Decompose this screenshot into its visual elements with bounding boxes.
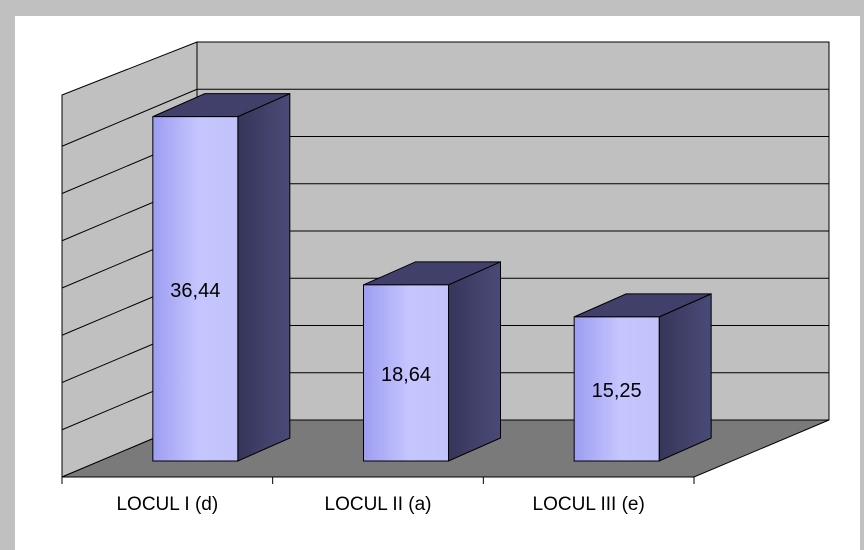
bar-side-face bbox=[448, 261, 501, 462]
gridline-side bbox=[61, 88, 198, 147]
bar-front-face bbox=[152, 116, 239, 462]
bar-value-label: 36,44 bbox=[170, 280, 220, 302]
category-label: LOCUL II (a) bbox=[325, 494, 432, 515]
bar-side-face bbox=[237, 92, 291, 462]
bar: 15,25 bbox=[573, 293, 712, 462]
bar-front-face bbox=[363, 284, 449, 462]
x-axis: LOCUL I (d) LOCUL II (a) LOCUL III (e) bbox=[61, 476, 695, 515]
bar: 18,64 bbox=[363, 261, 501, 462]
bar-value-label: 18,64 bbox=[381, 364, 431, 386]
category-label: LOCUL III (e) bbox=[533, 494, 645, 515]
bar-side-face bbox=[658, 293, 712, 462]
bar: 36,44 bbox=[152, 92, 291, 462]
bar-front-face bbox=[573, 316, 660, 462]
category-label: LOCUL I (d) bbox=[116, 494, 218, 515]
bar-value-label: 15,25 bbox=[592, 380, 642, 402]
bars-group: 36,44 18,64 15,25 bbox=[152, 92, 712, 462]
